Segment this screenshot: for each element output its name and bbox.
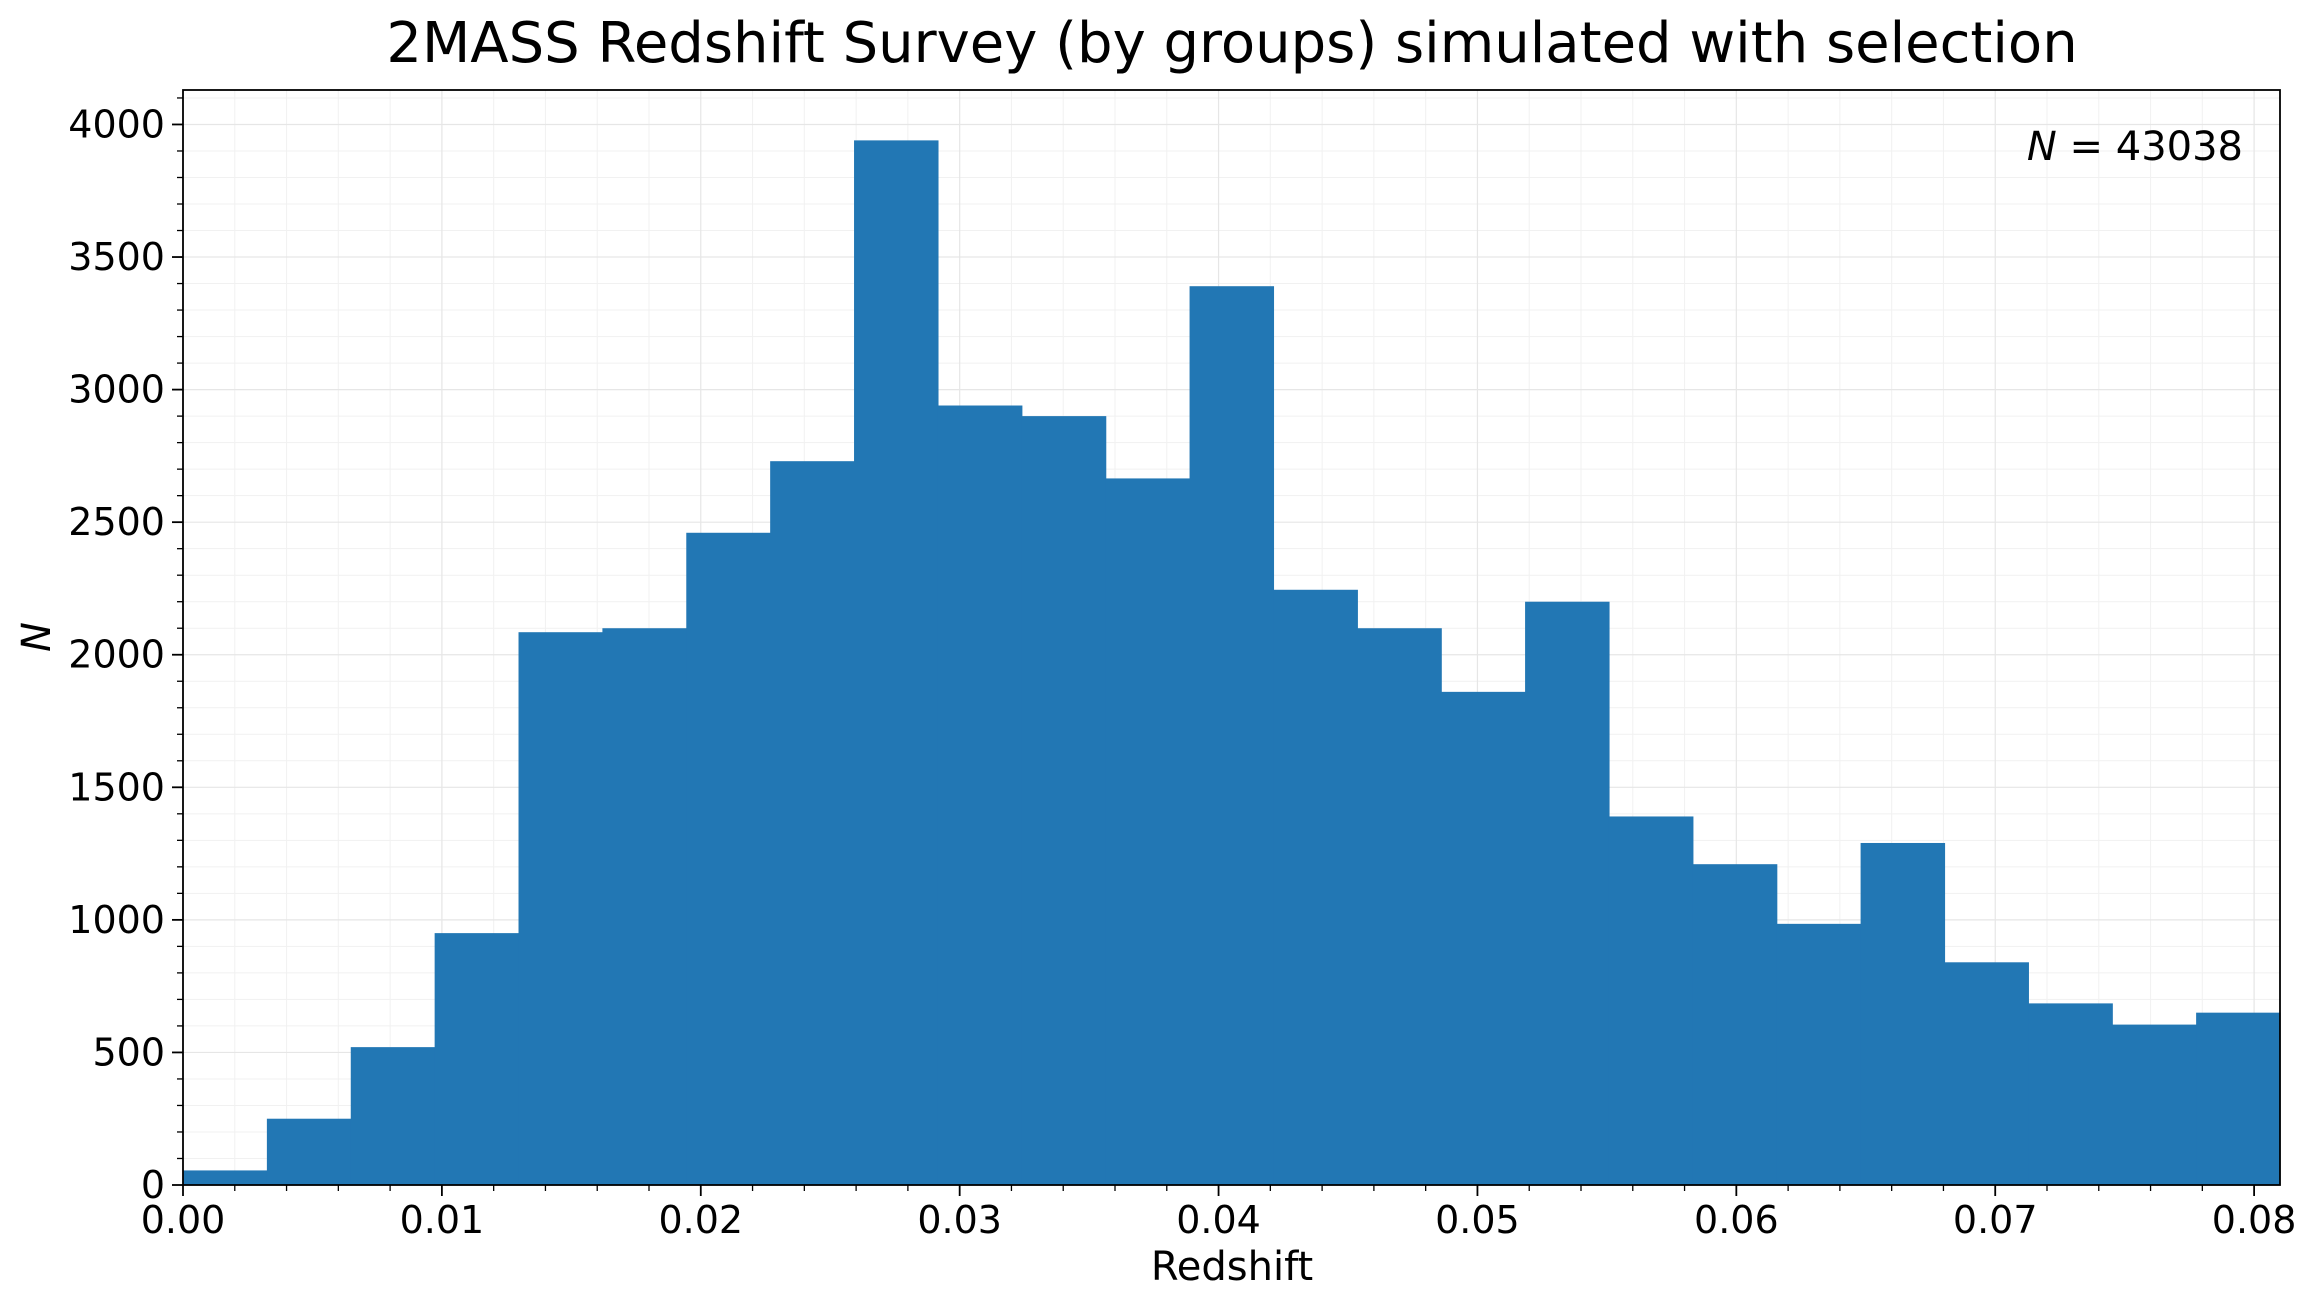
x-tick-label: 0.04 [1176, 1198, 1261, 1242]
histogram-bar [183, 1170, 268, 1185]
histogram-bar [1608, 816, 1694, 1185]
y-tick-label: 3000 [68, 368, 165, 412]
x-tick-label: 0.00 [141, 1198, 226, 1242]
x-tick-label: 0.02 [658, 1198, 743, 1242]
histogram-bar [2196, 1012, 2281, 1185]
x-axis-label: Redshift [1151, 1244, 1313, 1290]
histogram-bar [2028, 1003, 2113, 1185]
histogram-bar [2112, 1024, 2197, 1185]
plot-frame [182, 89, 2281, 1186]
histogram-bar [1105, 478, 1191, 1185]
y-axis-ticks: 0 500 1000 1500 2000 2500 3000 3500 4000 [68, 97, 183, 1207]
histogram-bar [1860, 842, 1946, 1185]
histogram-bar [602, 628, 687, 1185]
x-axis-ticks: 0.00 0.01 0.02 0.03 0.04 0.05 0.06 0.07 0.08 [141, 1185, 2297, 1242]
sample-size-annotation: N = 43038 [2027, 124, 2243, 170]
x-tick-label: 0.03 [917, 1198, 1002, 1242]
y-tick-label: 1500 [68, 765, 165, 809]
annotation-value: = 43038 [2057, 124, 2243, 170]
histogram-bar [686, 532, 771, 1185]
y-tick-label: 4000 [68, 102, 165, 146]
histogram-bar [266, 1118, 352, 1185]
annotation-symbol: N [2027, 124, 2057, 170]
x-tick-label: 0.01 [400, 1198, 485, 1242]
histogram-bar [1692, 864, 1778, 1185]
histogram-bar [350, 1047, 436, 1185]
y-tick-label: 1000 [68, 898, 165, 942]
histogram-bar [434, 933, 520, 1185]
x-tick-label: 0.06 [1694, 1198, 1779, 1242]
histogram-bars [183, 140, 2281, 1186]
histogram-bar [1189, 286, 1275, 1185]
y-tick-label: 0 [141, 1163, 165, 1207]
histogram-bar [854, 140, 939, 1186]
histogram-bar [518, 632, 603, 1185]
y-axis-label: N [14, 622, 60, 652]
chart-title: 2MASS Redshift Survey (by groups) simula… [386, 11, 2077, 76]
histogram-bar [937, 405, 1023, 1185]
x-tick-label: 0.07 [1953, 1198, 2038, 1242]
histogram-bar [1776, 923, 1862, 1185]
histogram-bar [1944, 962, 2029, 1185]
x-tick-label: 0.05 [1435, 1198, 1520, 1242]
histogram-bar [1021, 416, 1107, 1186]
y-tick-label: 2000 [68, 633, 165, 677]
x-tick-label: 0.08 [2212, 1198, 2297, 1242]
histogram-bar [1357, 628, 1442, 1185]
histogram-bar [770, 461, 855, 1186]
y-tick-label: 500 [92, 1030, 165, 1074]
histogram-bar [1525, 601, 1610, 1185]
y-tick-label: 3500 [68, 235, 165, 279]
histogram-bar [1273, 589, 1358, 1185]
histogram-bar [1441, 691, 1526, 1185]
y-tick-label: 2500 [68, 500, 165, 544]
